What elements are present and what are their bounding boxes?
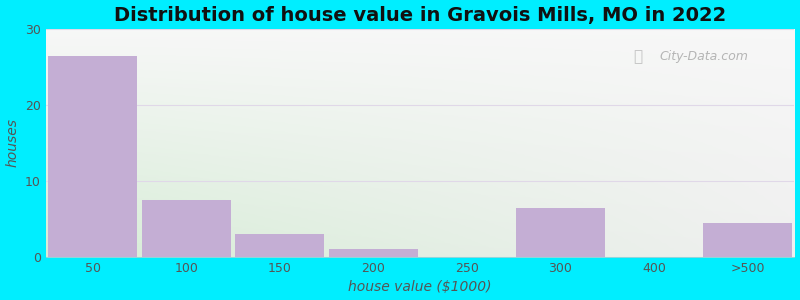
Y-axis label: houses: houses	[6, 118, 19, 167]
Bar	[48, 56, 137, 257]
Bar	[142, 200, 230, 257]
Text: ⦿: ⦿	[634, 49, 642, 64]
Bar	[516, 208, 605, 257]
Bar	[703, 223, 792, 257]
X-axis label: house value ($1000): house value ($1000)	[348, 280, 492, 294]
Title: Distribution of house value in Gravois Mills, MO in 2022: Distribution of house value in Gravois M…	[114, 6, 726, 25]
Bar	[329, 249, 418, 257]
Bar	[235, 234, 324, 257]
Text: City-Data.com: City-Data.com	[660, 50, 749, 63]
